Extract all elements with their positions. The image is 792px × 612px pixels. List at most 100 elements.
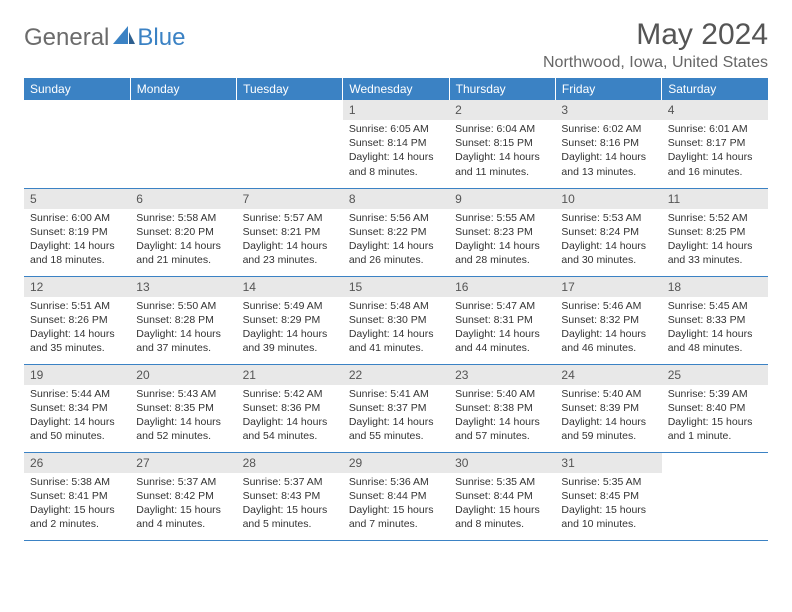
day-number: 30 (449, 453, 555, 473)
calendar-empty (662, 452, 768, 540)
calendar-day: 30Sunrise: 5:35 AMSunset: 8:44 PMDayligh… (449, 452, 555, 540)
day-header: Friday (555, 78, 661, 100)
day-details: Sunrise: 5:55 AMSunset: 8:23 PMDaylight:… (449, 211, 555, 268)
day-details: Sunrise: 6:05 AMSunset: 8:14 PMDaylight:… (343, 122, 449, 179)
day-number: 27 (130, 453, 236, 473)
calendar-day: 11Sunrise: 5:52 AMSunset: 8:25 PMDayligh… (662, 188, 768, 276)
location: Northwood, Iowa, United States (543, 54, 768, 72)
calendar-day: 9Sunrise: 5:55 AMSunset: 8:23 PMDaylight… (449, 188, 555, 276)
day-number: 17 (555, 277, 661, 297)
calendar-day: 1Sunrise: 6:05 AMSunset: 8:14 PMDaylight… (343, 100, 449, 188)
day-number: 10 (555, 189, 661, 209)
day-number: 3 (555, 100, 661, 120)
calendar-table: SundayMondayTuesdayWednesdayThursdayFrid… (24, 78, 768, 541)
day-details: Sunrise: 5:49 AMSunset: 8:29 PMDaylight:… (237, 299, 343, 356)
day-number: 26 (24, 453, 130, 473)
day-number: 23 (449, 365, 555, 385)
logo-text-general: General (24, 24, 109, 52)
day-number: 15 (343, 277, 449, 297)
calendar-day: 14Sunrise: 5:49 AMSunset: 8:29 PMDayligh… (237, 276, 343, 364)
day-details: Sunrise: 5:57 AMSunset: 8:21 PMDaylight:… (237, 211, 343, 268)
day-number: 29 (343, 453, 449, 473)
day-details: Sunrise: 5:50 AMSunset: 8:28 PMDaylight:… (130, 299, 236, 356)
day-header: Wednesday (343, 78, 449, 100)
day-number: 9 (449, 189, 555, 209)
day-details: Sunrise: 5:35 AMSunset: 8:45 PMDaylight:… (555, 475, 661, 532)
calendar-day: 7Sunrise: 5:57 AMSunset: 8:21 PMDaylight… (237, 188, 343, 276)
calendar-body: 1Sunrise: 6:05 AMSunset: 8:14 PMDaylight… (24, 100, 768, 540)
day-number: 31 (555, 453, 661, 473)
logo-text-blue: Blue (137, 24, 185, 52)
day-details: Sunrise: 6:04 AMSunset: 8:15 PMDaylight:… (449, 122, 555, 179)
day-number: 2 (449, 100, 555, 120)
day-number: 13 (130, 277, 236, 297)
day-details: Sunrise: 5:44 AMSunset: 8:34 PMDaylight:… (24, 387, 130, 444)
header: General Blue May 2024 Northwood, Iowa, U… (24, 18, 768, 72)
calendar-day: 13Sunrise: 5:50 AMSunset: 8:28 PMDayligh… (130, 276, 236, 364)
day-number: 6 (130, 189, 236, 209)
day-details: Sunrise: 5:56 AMSunset: 8:22 PMDaylight:… (343, 211, 449, 268)
calendar-day: 12Sunrise: 5:51 AMSunset: 8:26 PMDayligh… (24, 276, 130, 364)
day-details: Sunrise: 5:51 AMSunset: 8:26 PMDaylight:… (24, 299, 130, 356)
calendar-day: 6Sunrise: 5:58 AMSunset: 8:20 PMDaylight… (130, 188, 236, 276)
calendar-day: 23Sunrise: 5:40 AMSunset: 8:38 PMDayligh… (449, 364, 555, 452)
day-number: 20 (130, 365, 236, 385)
day-header: Sunday (24, 78, 130, 100)
calendar-day: 2Sunrise: 6:04 AMSunset: 8:15 PMDaylight… (449, 100, 555, 188)
day-details: Sunrise: 5:40 AMSunset: 8:38 PMDaylight:… (449, 387, 555, 444)
day-number: 14 (237, 277, 343, 297)
day-number: 18 (662, 277, 768, 297)
day-number: 1 (343, 100, 449, 120)
title-block: May 2024 Northwood, Iowa, United States (543, 18, 768, 72)
calendar-day: 29Sunrise: 5:36 AMSunset: 8:44 PMDayligh… (343, 452, 449, 540)
calendar-day: 15Sunrise: 5:48 AMSunset: 8:30 PMDayligh… (343, 276, 449, 364)
day-details: Sunrise: 5:40 AMSunset: 8:39 PMDaylight:… (555, 387, 661, 444)
calendar-empty (24, 100, 130, 188)
day-number: 4 (662, 100, 768, 120)
day-number: 19 (24, 365, 130, 385)
calendar-day: 19Sunrise: 5:44 AMSunset: 8:34 PMDayligh… (24, 364, 130, 452)
calendar-day: 24Sunrise: 5:40 AMSunset: 8:39 PMDayligh… (555, 364, 661, 452)
calendar-day: 8Sunrise: 5:56 AMSunset: 8:22 PMDaylight… (343, 188, 449, 276)
calendar-day: 28Sunrise: 5:37 AMSunset: 8:43 PMDayligh… (237, 452, 343, 540)
calendar-day: 3Sunrise: 6:02 AMSunset: 8:16 PMDaylight… (555, 100, 661, 188)
logo: General Blue (24, 18, 185, 52)
calendar-week: 12Sunrise: 5:51 AMSunset: 8:26 PMDayligh… (24, 276, 768, 364)
calendar-day: 26Sunrise: 5:38 AMSunset: 8:41 PMDayligh… (24, 452, 130, 540)
day-number: 11 (662, 189, 768, 209)
day-details: Sunrise: 5:45 AMSunset: 8:33 PMDaylight:… (662, 299, 768, 356)
calendar-day: 18Sunrise: 5:45 AMSunset: 8:33 PMDayligh… (662, 276, 768, 364)
day-number: 28 (237, 453, 343, 473)
calendar-week: 1Sunrise: 6:05 AMSunset: 8:14 PMDaylight… (24, 100, 768, 188)
day-details: Sunrise: 5:48 AMSunset: 8:30 PMDaylight:… (343, 299, 449, 356)
calendar-day: 5Sunrise: 6:00 AMSunset: 8:19 PMDaylight… (24, 188, 130, 276)
day-details: Sunrise: 5:52 AMSunset: 8:25 PMDaylight:… (662, 211, 768, 268)
day-details: Sunrise: 6:02 AMSunset: 8:16 PMDaylight:… (555, 122, 661, 179)
calendar-head: SundayMondayTuesdayWednesdayThursdayFrid… (24, 78, 768, 100)
day-details: Sunrise: 5:46 AMSunset: 8:32 PMDaylight:… (555, 299, 661, 356)
month-title: May 2024 (543, 18, 768, 52)
logo-sail-icon (113, 26, 135, 51)
calendar-week: 26Sunrise: 5:38 AMSunset: 8:41 PMDayligh… (24, 452, 768, 540)
calendar-day: 17Sunrise: 5:46 AMSunset: 8:32 PMDayligh… (555, 276, 661, 364)
calendar-empty (130, 100, 236, 188)
day-number: 12 (24, 277, 130, 297)
day-number: 5 (24, 189, 130, 209)
day-details: Sunrise: 5:42 AMSunset: 8:36 PMDaylight:… (237, 387, 343, 444)
day-header: Tuesday (237, 78, 343, 100)
calendar-day: 25Sunrise: 5:39 AMSunset: 8:40 PMDayligh… (662, 364, 768, 452)
calendar-day: 31Sunrise: 5:35 AMSunset: 8:45 PMDayligh… (555, 452, 661, 540)
calendar-day: 21Sunrise: 5:42 AMSunset: 8:36 PMDayligh… (237, 364, 343, 452)
calendar-week: 19Sunrise: 5:44 AMSunset: 8:34 PMDayligh… (24, 364, 768, 452)
day-number: 25 (662, 365, 768, 385)
calendar-day: 4Sunrise: 6:01 AMSunset: 8:17 PMDaylight… (662, 100, 768, 188)
day-details: Sunrise: 6:00 AMSunset: 8:19 PMDaylight:… (24, 211, 130, 268)
day-number: 16 (449, 277, 555, 297)
day-details: Sunrise: 5:37 AMSunset: 8:43 PMDaylight:… (237, 475, 343, 532)
day-number: 21 (237, 365, 343, 385)
day-header: Saturday (662, 78, 768, 100)
day-details: Sunrise: 5:58 AMSunset: 8:20 PMDaylight:… (130, 211, 236, 268)
calendar-day: 16Sunrise: 5:47 AMSunset: 8:31 PMDayligh… (449, 276, 555, 364)
calendar-empty (237, 100, 343, 188)
calendar-day: 27Sunrise: 5:37 AMSunset: 8:42 PMDayligh… (130, 452, 236, 540)
